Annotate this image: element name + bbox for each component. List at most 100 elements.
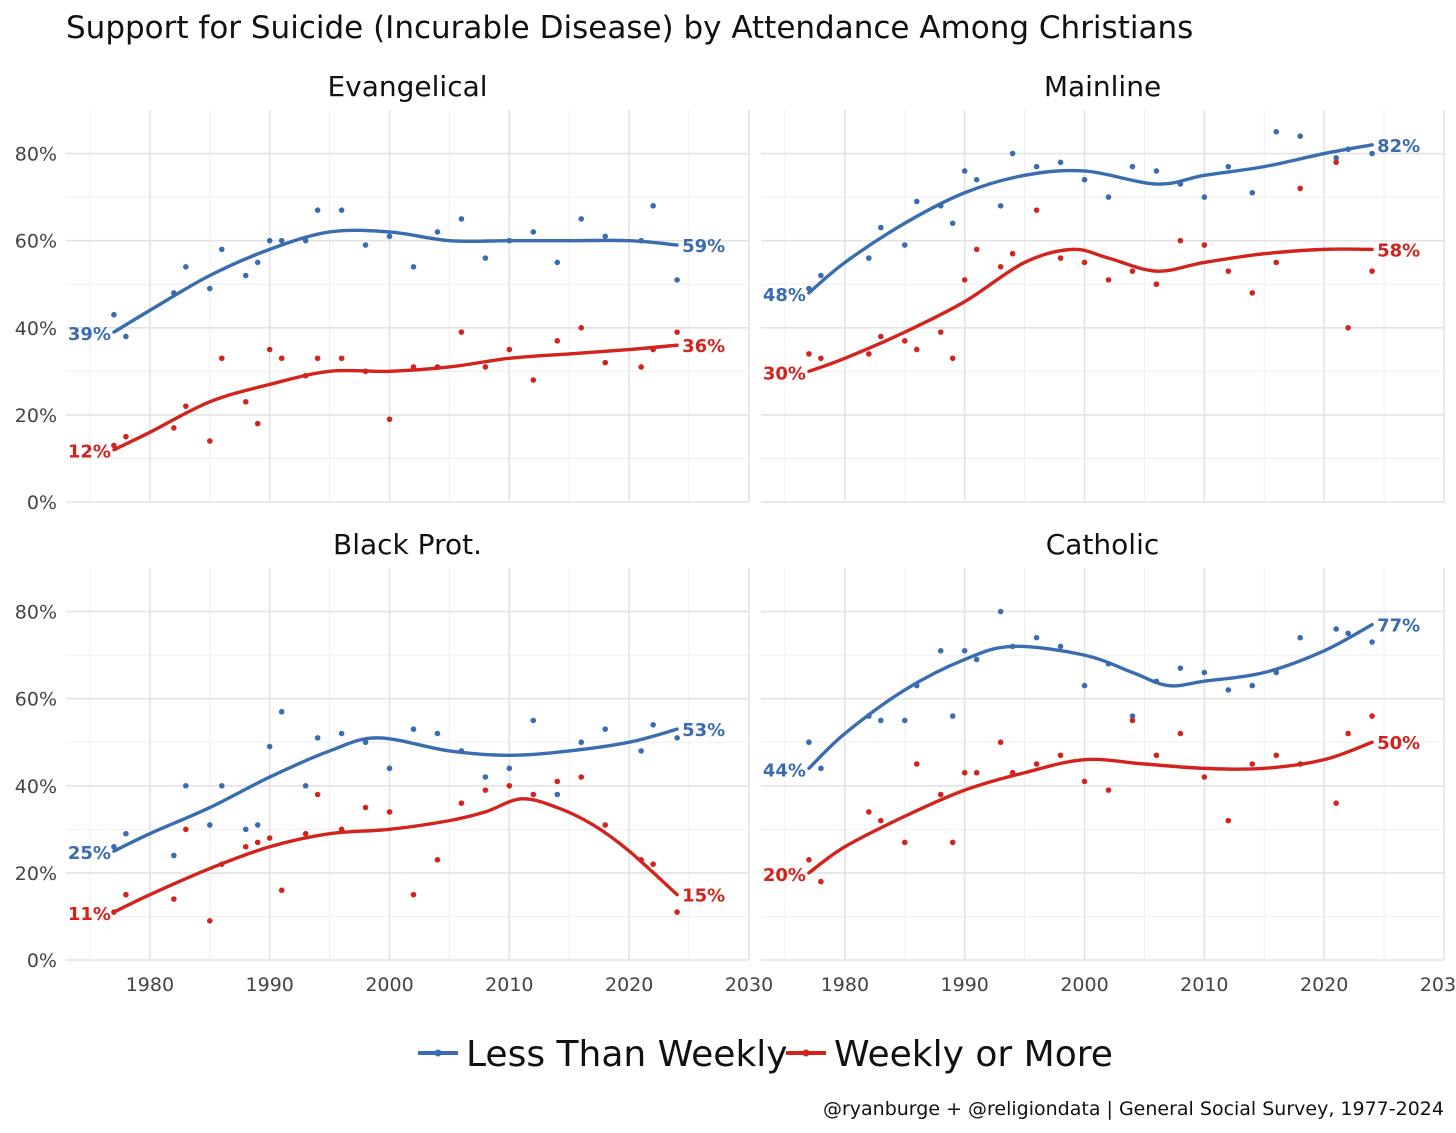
data-point: [266, 237, 273, 244]
x-tick-label: 2030: [1420, 974, 1456, 996]
data-point: [973, 176, 980, 183]
data-point: [278, 355, 285, 362]
panel-mainline: Mainline 48% 82% 30% 58%: [761, 70, 1445, 503]
data-point: [578, 774, 585, 780]
data-point: [1033, 761, 1040, 767]
legend-dot-less-than-weekly: [434, 1049, 442, 1057]
data-point: [218, 355, 225, 362]
data-point: [806, 351, 812, 357]
data-point: [410, 891, 417, 898]
data-point: [578, 739, 585, 746]
trend-line: [807, 247, 1374, 374]
y-tick-label: 20%: [15, 863, 57, 885]
data-point: [1057, 255, 1064, 261]
data-point: [278, 708, 285, 715]
data-point: [1057, 643, 1064, 650]
data-point: [254, 420, 261, 427]
x-tick-label: 1980: [126, 974, 174, 996]
data-point: [338, 730, 345, 737]
x-tick-label: 2030: [725, 974, 773, 996]
data-point: [434, 730, 441, 737]
data-point: [1225, 163, 1232, 170]
data-point: [1009, 150, 1016, 157]
data-point: [254, 839, 261, 846]
start-label: 20%: [763, 865, 806, 886]
start-label: 30%: [763, 363, 806, 384]
x-tick-label: 2010: [1180, 974, 1228, 996]
series-less-than-weekly: 48% 82%: [763, 128, 1420, 306]
data-point: [1225, 687, 1232, 693]
data-point: [1369, 268, 1375, 274]
data-point: [1201, 669, 1208, 676]
end-label: 59%: [682, 236, 725, 257]
data-point: [554, 791, 561, 798]
facet-panels: Evangelical 0% 20% 40% 60% 80% 39% 59% 12% 36% Mai…: [15, 70, 1456, 996]
series-less-than-weekly: 25% 53%: [68, 708, 725, 864]
data-point: [650, 203, 656, 209]
data-point: [1297, 634, 1304, 641]
series-weekly-or-more: 20% 50%: [763, 713, 1420, 886]
y-tick-label: 60%: [15, 689, 57, 711]
data-point: [434, 857, 441, 863]
data-point: [674, 909, 680, 915]
data-point: [314, 735, 321, 741]
data-point: [1153, 752, 1160, 759]
panel-black-prot: Black Prot. 0% 20% 40% 60% 80% 1980 1990 2000 201…: [15, 528, 773, 996]
data-point: [997, 203, 1004, 209]
data-point: [386, 765, 393, 772]
data-point: [973, 769, 980, 776]
data-point: [242, 843, 249, 850]
panel-catholic: Catholic 1980 1990 2000 2010 2020 2030 44% 77% 20…: [761, 528, 1456, 996]
legend-label-less-than-weekly: Less Than Weekly: [466, 1034, 788, 1075]
x-tick-label: 2000: [1060, 974, 1108, 996]
data-point: [1225, 268, 1232, 274]
data-point: [961, 168, 968, 174]
y-tick-label: 60%: [15, 231, 57, 253]
data-point: [1201, 194, 1208, 200]
trend-line: [112, 228, 679, 334]
data-point: [338, 355, 345, 362]
data-point: [314, 207, 321, 213]
data-point: [878, 224, 884, 231]
data-point: [878, 817, 884, 824]
y-tick-label: 0%: [27, 950, 57, 972]
data-point: [1369, 639, 1375, 645]
data-point: [123, 433, 129, 440]
data-point: [973, 246, 980, 253]
data-point: [961, 647, 968, 654]
data-point: [578, 216, 585, 222]
data-point: [1081, 259, 1088, 266]
trend-line: [807, 143, 1374, 295]
data-point: [1225, 817, 1232, 824]
data-point: [338, 207, 345, 213]
data-point: [183, 403, 189, 409]
start-label: 44%: [763, 760, 806, 781]
start-label: 12%: [68, 442, 111, 463]
data-point: [650, 722, 656, 728]
data-point: [913, 346, 920, 353]
y-tick-label: 0%: [27, 492, 57, 514]
data-point: [866, 255, 872, 261]
data-point: [1057, 159, 1064, 166]
data-point: [482, 787, 489, 793]
trend-line: [112, 797, 679, 914]
data-point: [206, 438, 213, 444]
data-point: [818, 765, 824, 772]
data-point: [602, 359, 609, 366]
data-point: [1249, 761, 1256, 767]
data-point: [1249, 682, 1256, 689]
facet-title: Mainline: [1044, 70, 1161, 103]
y-tick-label: 20%: [15, 405, 57, 427]
data-point: [1033, 163, 1040, 170]
series-less-than-weekly: 39% 59%: [68, 203, 725, 345]
data-point: [973, 656, 980, 663]
data-point: [123, 891, 129, 898]
trend-line: [807, 740, 1374, 875]
trend-line: [112, 727, 679, 853]
data-point: [1369, 713, 1375, 719]
series-weekly-or-more: 12% 36%: [68, 324, 725, 463]
start-label: 48%: [763, 285, 806, 306]
data-point: [1033, 634, 1040, 641]
data-point: [866, 809, 872, 815]
